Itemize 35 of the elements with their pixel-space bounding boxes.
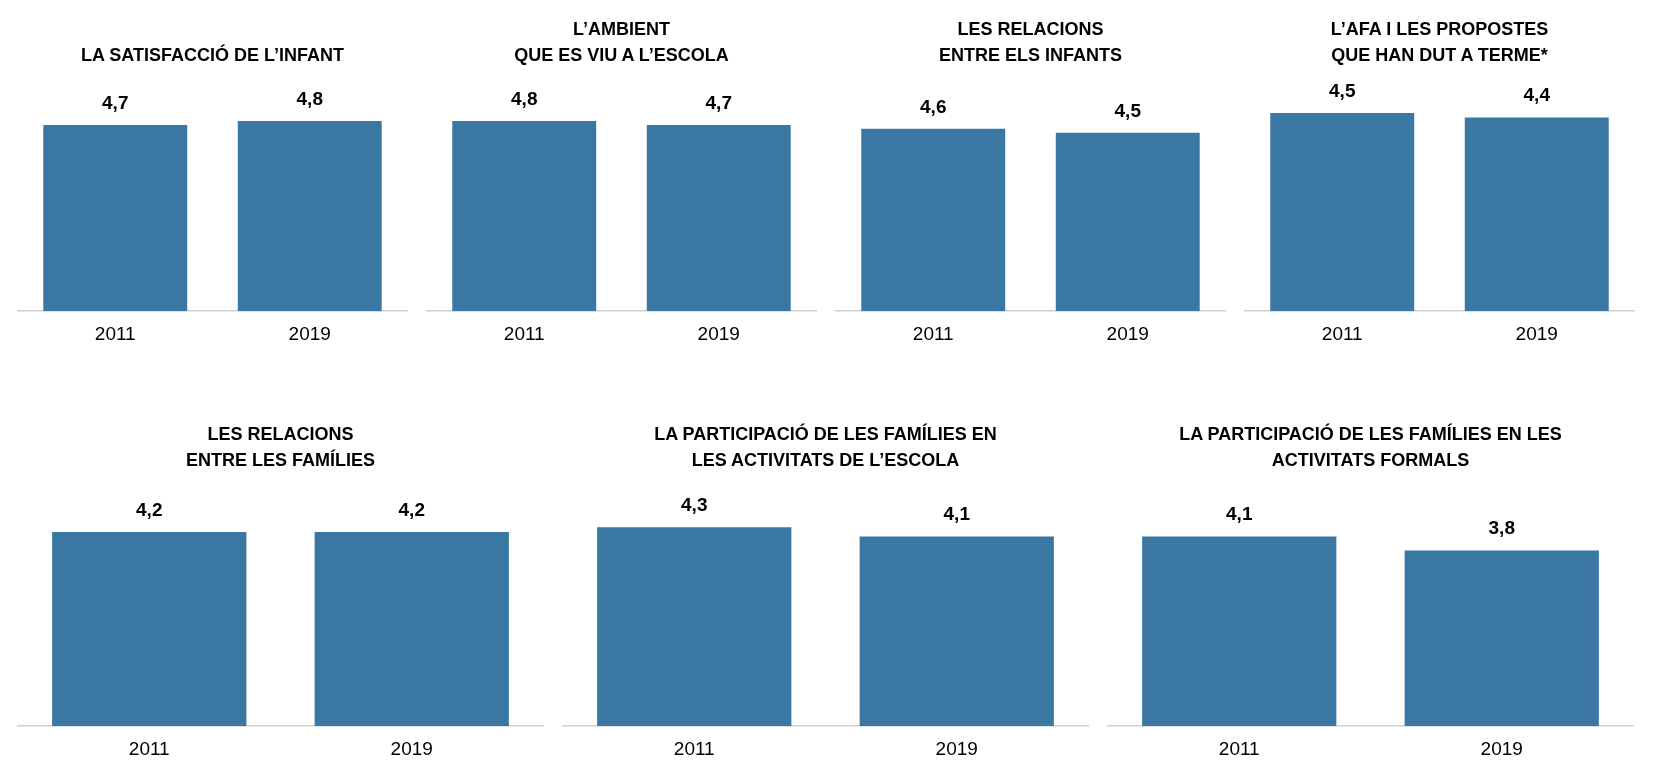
data-label: 4,5: [1329, 79, 1356, 101]
data-label: 4,6: [920, 95, 947, 117]
x-tick-label: 2011: [912, 322, 954, 344]
data-label: 4,2: [136, 498, 163, 520]
chart-title: L’AMBIENT QUE ES VIU A L’ESCOLA: [513, 18, 730, 67]
x-tick-label: 2019: [1515, 322, 1558, 344]
x-tick-label: 2019: [390, 737, 433, 759]
data-label: 4,8: [511, 87, 538, 109]
x-tick-label: 2011: [1321, 322, 1363, 344]
chart-title: LA PARTICIPACIÓ DE LES FAMÍLIES EN LES ACTIVITATS DE L’ESCOLA: [653, 422, 998, 472]
chart-title: LES RELACIONS ENTRE LES FAMÍLIES: [185, 423, 376, 472]
data-label: 4,2: [398, 498, 425, 520]
data-label: 4,1: [1226, 503, 1253, 525]
data-label: 3,8: [1488, 517, 1515, 539]
x-tick-label: 2019: [1480, 737, 1523, 759]
x-tick-label: 2011: [94, 322, 136, 344]
x-tick-label: 2011: [1218, 737, 1260, 759]
x-tick-label: 2011: [503, 322, 545, 344]
x-tick-label: 2019: [697, 322, 740, 344]
chart-title: LA SATISFACCIÓ DE L’INFANT: [80, 43, 345, 67]
chart-title: LA PARTICIPACIÓ DE LES FAMÍLIES EN LES ACTIVITATS FORMALS: [1178, 422, 1563, 472]
data-label: 4,8: [296, 87, 323, 109]
x-tick-label: 2011: [128, 737, 170, 759]
chart-title: L’AFA I LES PROPOSTES QUE HAN DUT A TERME*: [1329, 18, 1550, 67]
data-label: 4,7: [102, 91, 129, 113]
data-label: 4,5: [1114, 99, 1142, 121]
x-tick-label: 2011: [673, 737, 715, 759]
chart-title: LES RELACIONS ENTRE ELS INFANTS: [938, 18, 1123, 67]
x-tick-label: 2019: [288, 322, 331, 344]
x-tick-label: 2019: [935, 737, 978, 759]
data-label: 4,1: [943, 503, 971, 525]
data-label: 4,3: [681, 493, 708, 515]
data-label: 4,4: [1523, 84, 1551, 106]
data-label: 4,7: [705, 91, 732, 113]
x-tick-label: 2019: [1106, 322, 1149, 344]
